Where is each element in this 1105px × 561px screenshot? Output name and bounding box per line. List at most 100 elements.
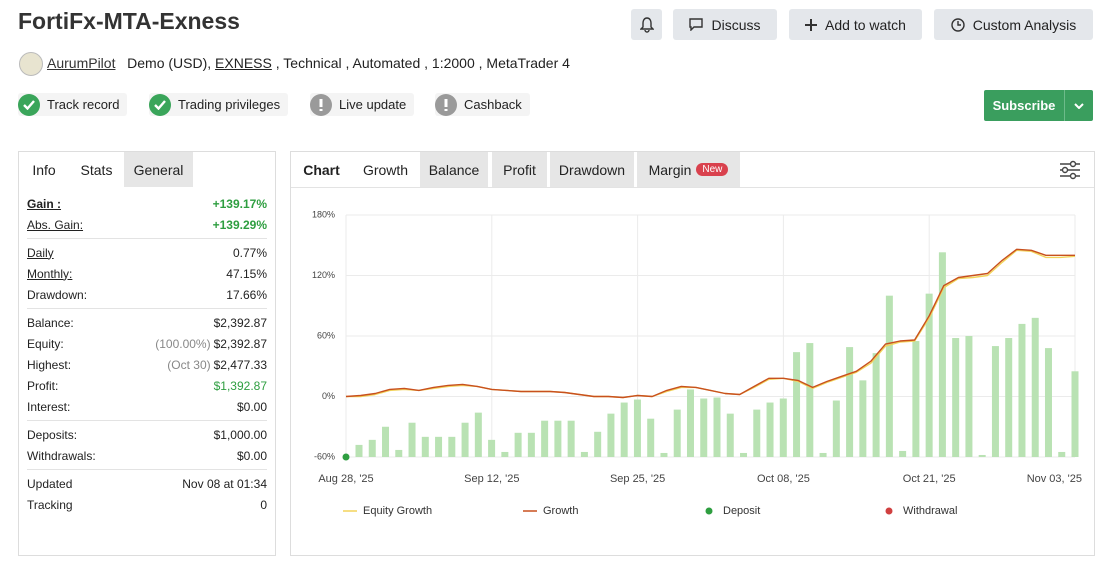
stat-value: 47.15%: [226, 266, 267, 281]
bar: [527, 432, 535, 457]
button-label: Custom Analysis: [972, 16, 1077, 33]
stat-group: Gain : +139.17% Abs. Gain: +139.29%: [27, 190, 267, 239]
stat-label: Gain :: [27, 196, 62, 211]
bar: [846, 347, 854, 457]
legend-label: Equity Growth: [363, 505, 432, 517]
user-link[interactable]: AurumPilot: [47, 55, 116, 71]
tab[interactable]: Margin New: [637, 152, 740, 187]
tab[interactable]: Info: [19, 152, 69, 187]
new-badge: New: [696, 163, 729, 176]
tab-label: Growth: [362, 161, 409, 178]
tab[interactable]: Chart: [291, 152, 352, 187]
bar: [779, 398, 787, 457]
stat-label: Highest:: [27, 357, 72, 372]
bar: [991, 346, 999, 457]
stat-label: Drawdown:: [27, 287, 88, 302]
tab[interactable]: Balance: [420, 152, 488, 187]
stat-label: Balance:: [27, 315, 74, 330]
tab[interactable]: General: [124, 152, 193, 187]
clock-icon: [951, 17, 965, 32]
bell-button[interactable]: [631, 9, 662, 40]
stat-group: Daily 0.77% Monthly: 47.15% Drawdown: 17.66%: [27, 239, 267, 309]
tab[interactable]: Growth: [352, 152, 419, 187]
bar: [673, 409, 681, 457]
tab[interactable]: Stats: [69, 152, 124, 187]
bar: [461, 422, 469, 457]
stat-label: Withdrawals:: [27, 448, 96, 463]
subscribe-label: Subscribe: [992, 98, 1056, 113]
watch-button[interactable]: Add to watch: [789, 9, 922, 40]
stat-row: Daily 0.77%: [27, 242, 267, 263]
stat-note: (100.00%): [155, 336, 211, 351]
tab-label: Chart: [303, 161, 340, 178]
stat-value: $2,392.87: [213, 315, 267, 330]
discuss-button[interactable]: Discuss: [673, 9, 777, 40]
badge-label: Track record: [47, 97, 120, 112]
plus-icon: [805, 18, 818, 31]
analysis-button[interactable]: Custom Analysis: [934, 9, 1093, 40]
badge-label: Cashback: [464, 97, 522, 112]
bar: [912, 341, 920, 457]
stat-row: Drawdown: 17.66%: [27, 284, 267, 305]
tab-label: Margin: [648, 161, 692, 178]
tab-label: Drawdown: [558, 161, 626, 178]
bar: [726, 413, 734, 457]
bell-icon: [639, 16, 654, 33]
stat-value-wrap: (100.00%) $2,392.87: [155, 337, 267, 351]
bar: [740, 452, 748, 457]
bar: [620, 402, 628, 457]
bar: [925, 293, 933, 457]
warning-icon: [310, 93, 332, 116]
stat-row: Equity: (100.00%) $2,392.87: [27, 333, 267, 354]
stat-row: Gain : +139.17%: [27, 193, 267, 214]
stat-value: 17.66%: [226, 287, 267, 302]
bar: [488, 439, 496, 457]
settings-icon[interactable]: [1059, 160, 1081, 180]
dropdown[interactable]: [1064, 90, 1093, 121]
bar: [395, 449, 403, 457]
stat-row: Profit: $1,392.87: [27, 375, 267, 396]
bar: [965, 336, 973, 457]
meta-text: Demo (USD),: [127, 55, 212, 71]
bar: [938, 252, 946, 457]
tab-label: Balance: [428, 161, 480, 178]
stat-row: Highest: (Oct 30) $2,477.33: [27, 354, 267, 375]
broker-link[interactable]: EXNESS: [215, 55, 272, 71]
stat-label: Equity:: [27, 336, 64, 351]
subscribe-button[interactable]: Subscribe: [984, 90, 1093, 121]
tab[interactable]: Drawdown: [550, 152, 634, 187]
stat-label: Profit:: [27, 378, 59, 393]
bar: [368, 439, 376, 457]
meta-text: , Technical , Automated , 1:2000 , MetaT…: [275, 55, 570, 71]
badge: Cashback: [435, 93, 530, 116]
x-tick-label: Oct 21, '25: [903, 473, 956, 485]
chart-panel: Chart Growth Balance Profit Drawdown Margin Ne…: [290, 151, 1095, 556]
bar: [1044, 348, 1052, 457]
stat-group: Updated Nov 08 at 01:34 Tracking 0: [27, 470, 267, 518]
stat-value: $1,000.00: [213, 427, 267, 442]
bar: [1005, 338, 1013, 457]
stat-row: Abs. Gain: +139.29%: [27, 214, 267, 235]
bar: [1018, 323, 1026, 457]
stats-panel: Info Stats General Gain : +139.17% Abs. Gain…: [18, 151, 276, 556]
stat-value: 0: [260, 497, 267, 512]
stat-value: $1,392.87: [213, 378, 267, 393]
meta: AurumPilot Demo (USD), EXNESS , Technica…: [47, 55, 570, 71]
chart: -60% 0% 60% 120% 180% Aug 28, '25 Sep 12, '25 S…: [312, 209, 1082, 517]
tab[interactable]: Profit: [492, 152, 547, 187]
bar: [952, 338, 960, 457]
stat-group: Deposits: $1,000.00 Withdrawals: $0.00: [27, 421, 267, 470]
stat-value-wrap: 47.15%: [226, 267, 267, 281]
y-tick-label: 180%: [312, 209, 335, 219]
bar: [355, 444, 363, 457]
button-label: Add to watch: [825, 16, 906, 33]
stat-value-wrap: Nov 08 at 01:34: [182, 477, 267, 491]
bar: [607, 413, 615, 457]
chat-icon: [689, 18, 704, 31]
bar: [567, 420, 575, 457]
avatar: [19, 52, 43, 76]
stat-row: Withdrawals: $0.00: [27, 445, 267, 466]
stat-label: Deposits:: [27, 427, 78, 442]
bar: [660, 452, 668, 457]
line: [345, 248, 1075, 399]
